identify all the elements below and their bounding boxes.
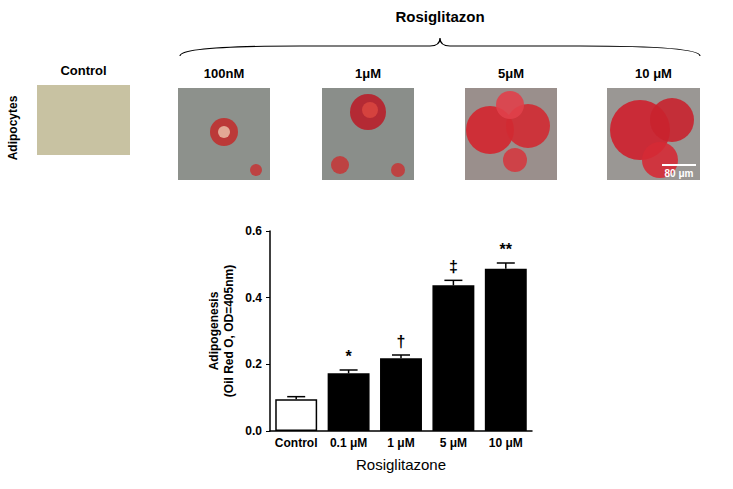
svg-text:Adipogenesis: Adipogenesis xyxy=(207,291,221,370)
svg-text:0.4: 0.4 xyxy=(245,291,262,305)
svg-text:‡: ‡ xyxy=(449,258,458,275)
svg-text:1 μM: 1 μM xyxy=(387,436,414,450)
svg-text:Control: Control xyxy=(60,63,106,78)
svg-text:Control: Control xyxy=(275,436,318,450)
svg-text:10 μM: 10 μM xyxy=(635,66,672,81)
svg-text:Adipocytes: Adipocytes xyxy=(6,95,20,160)
svg-text:†: † xyxy=(397,333,406,350)
svg-text:0.0: 0.0 xyxy=(245,424,262,438)
svg-text:5μM: 5μM xyxy=(498,66,524,81)
svg-text:0.2: 0.2 xyxy=(245,357,262,371)
svg-text:*: * xyxy=(345,348,352,365)
svg-text:**: ** xyxy=(500,241,513,258)
svg-text:1μM: 1μM xyxy=(355,66,381,81)
svg-text:0.1 μM: 0.1 μM xyxy=(330,436,367,450)
svg-text:Rosiglitazon: Rosiglitazon xyxy=(395,8,484,25)
svg-text:Rosiglitazone: Rosiglitazone xyxy=(356,456,446,473)
svg-text:0.6: 0.6 xyxy=(245,224,262,238)
svg-text:10 μM: 10 μM xyxy=(489,436,523,450)
svg-text:5 μM: 5 μM xyxy=(440,436,467,450)
svg-text:100nM: 100nM xyxy=(204,66,244,81)
svg-text:80 μm: 80 μm xyxy=(665,168,694,179)
svg-text:(Oil Red O, OD=405nm): (Oil Red O, OD=405nm) xyxy=(222,265,236,397)
